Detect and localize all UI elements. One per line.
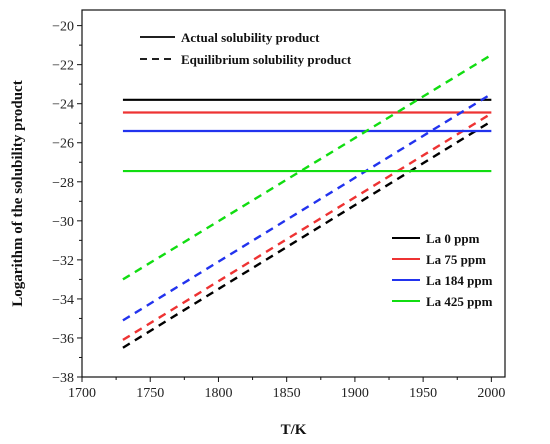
equilibrium-line-la-425-ppm bbox=[122, 53, 492, 281]
style-legend: Actual solubility product Equilibrium sol… bbox=[140, 30, 352, 67]
series-layer bbox=[122, 53, 492, 349]
y-ticks: −38 −36 −34 −32 −30 −28 −26 −24 −22 −20 bbox=[52, 20, 82, 386]
y-tick-label: −32 bbox=[52, 254, 74, 269]
series-legend-label: La 0 ppm bbox=[426, 231, 480, 246]
style-legend-label: Actual solubility product bbox=[181, 30, 320, 45]
plot-frame bbox=[81, 9, 506, 378]
y-tick-label: −30 bbox=[52, 215, 74, 230]
equilibrium-line-la-0-ppm bbox=[122, 120, 492, 349]
equilibrium-line-la-75-ppm bbox=[122, 112, 492, 341]
x-tick-label: 1700 bbox=[68, 386, 96, 401]
series-legend-label: La 184 ppm bbox=[426, 273, 493, 288]
y-axis-title: Logarithm of the solubility product bbox=[10, 80, 26, 306]
y-tick-label: −36 bbox=[52, 332, 74, 347]
x-tick-label: 1950 bbox=[409, 386, 437, 401]
y-tick-label: −28 bbox=[52, 176, 74, 191]
x-ticks: 1700 1750 1800 1850 1900 1950 2000 bbox=[68, 377, 505, 401]
y-tick-label: −24 bbox=[52, 98, 74, 113]
axes bbox=[81, 9, 506, 378]
style-legend-label: Equilibrium solubility product bbox=[181, 52, 352, 67]
x-tick-label: 1800 bbox=[204, 386, 232, 401]
y-tick-label: −20 bbox=[52, 20, 74, 35]
series-legend-label: La 75 ppm bbox=[426, 252, 486, 267]
y-tick-label: −22 bbox=[52, 59, 74, 74]
x-axis-title: T/K bbox=[281, 422, 307, 438]
x-tick-label: 1850 bbox=[273, 386, 301, 401]
x-tick-label: 1900 bbox=[341, 386, 369, 401]
y-tick-label: −34 bbox=[52, 293, 74, 308]
series-legend-label: La 425 ppm bbox=[426, 294, 493, 309]
x-tick-label: 1750 bbox=[136, 386, 164, 401]
y-tick-label: −26 bbox=[52, 137, 74, 152]
y-tick-label: −38 bbox=[52, 371, 74, 386]
x-tick-label: 2000 bbox=[477, 386, 505, 401]
series-legend: La 0 ppm La 75 ppm La 184 ppm La 425 ppm bbox=[392, 231, 493, 309]
equilibrium-line-la-184-ppm bbox=[122, 92, 492, 322]
